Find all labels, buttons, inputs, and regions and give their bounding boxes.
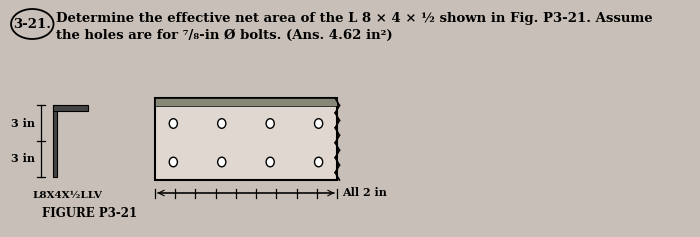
Circle shape — [218, 157, 226, 167]
Circle shape — [266, 157, 274, 167]
Circle shape — [169, 157, 177, 167]
Text: L8X4X½LLV: L8X4X½LLV — [32, 191, 102, 200]
Bar — [52, 105, 88, 110]
Bar — [52, 105, 57, 177]
Text: Determine the effective net area of the L 8 × 4 × ½ shown in Fig. P3-21. Assume: Determine the effective net area of the … — [56, 12, 652, 24]
Text: All 2 in: All 2 in — [342, 187, 387, 199]
Circle shape — [314, 119, 323, 128]
Circle shape — [266, 119, 274, 128]
Text: 3 in: 3 in — [10, 118, 35, 128]
Text: the holes are for ⁷/₈-in Ø bolts. (Ans. 4.62 in²): the holes are for ⁷/₈-in Ø bolts. (Ans. … — [56, 28, 393, 41]
Text: 3-21.: 3-21. — [13, 18, 51, 31]
Bar — [155, 98, 337, 105]
Text: FIGURE P3-21: FIGURE P3-21 — [43, 207, 138, 220]
Bar — [155, 98, 337, 180]
Circle shape — [314, 157, 323, 167]
Text: 3 in: 3 in — [10, 154, 35, 164]
Circle shape — [169, 119, 177, 128]
Circle shape — [218, 119, 226, 128]
